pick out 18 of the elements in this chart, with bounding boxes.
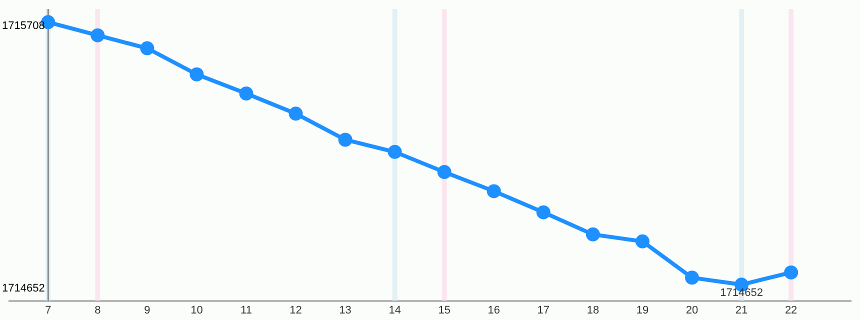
x-tick-label: 16 — [488, 304, 500, 316]
x-tick-label: 8 — [94, 304, 101, 316]
x-tick-label: 14 — [388, 304, 401, 316]
x-tick-label: 13 — [339, 304, 352, 316]
x-tick-label: 9 — [144, 304, 150, 316]
x-tick-label: 7 — [45, 304, 52, 316]
annotation: 1714652 — [720, 287, 763, 300]
x-tick-label: 21 — [735, 304, 748, 316]
x-tick-label: 22 — [784, 304, 798, 316]
x-tick-label: 10 — [190, 304, 203, 316]
x-tick-label: 11 — [240, 304, 252, 316]
x-tick-label: 12 — [290, 304, 302, 316]
x-tick-label: 20 — [686, 304, 698, 316]
x-tick-label: 17 — [537, 304, 550, 316]
x-tick-label: 18 — [586, 304, 600, 316]
x-tick-label: 19 — [636, 304, 649, 316]
y-tick-label: 1715708 — [2, 20, 45, 32]
x-tick-label: 15 — [438, 304, 450, 316]
